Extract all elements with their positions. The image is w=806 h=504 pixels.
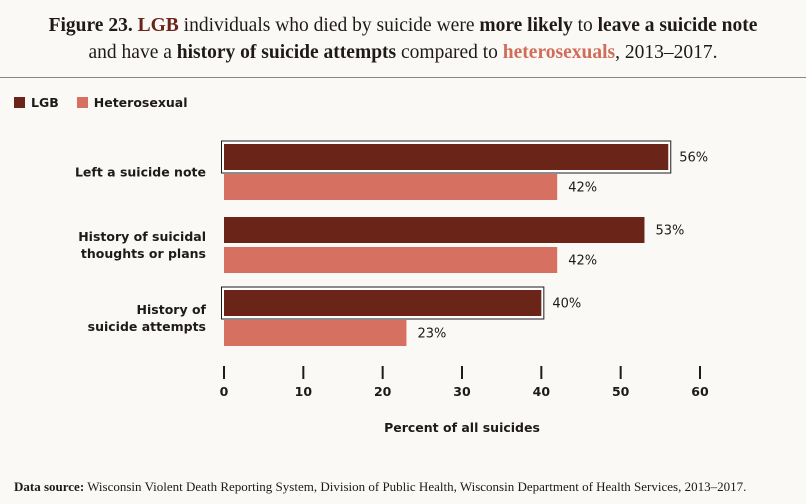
bar-lgb	[224, 144, 669, 170]
x-tick-label: 0	[220, 384, 229, 399]
title-text: to	[577, 15, 593, 36]
data-label-heterosexual: 23%	[417, 327, 446, 342]
x-tick-label: 30	[453, 384, 471, 399]
title-group-heterosexual: heterosexuals	[502, 42, 616, 63]
data-label-heterosexual: 42%	[568, 181, 597, 196]
title-divider	[0, 77, 806, 78]
legend-label-heterosexual: Heterosexual	[93, 95, 188, 110]
title-line-2: and have a history of suicide attempts c…	[0, 39, 806, 66]
bar-chart: Left a suicide note 56% 42% History of suic…	[75, 140, 709, 435]
data-source-text: Wisconsin Violent Death Reporting System…	[87, 479, 747, 494]
category-label: History of	[137, 302, 207, 317]
data-label-heterosexual: 42%	[568, 254, 597, 269]
figure-number: Figure 23.	[48, 15, 133, 36]
x-axis-label: Percent of all suicides	[384, 420, 540, 435]
data-source: Data source: Wisconsin Violent Death Rep…	[14, 479, 746, 495]
data-label-lgb: 40%	[552, 297, 581, 312]
category-label: Left a suicide note	[75, 165, 206, 180]
legend-label-lgb: LGB	[31, 95, 59, 110]
title-text: , 2013–2017.	[615, 42, 718, 63]
title-text: individuals who died by suicide were	[183, 15, 475, 36]
title-text: compared to	[401, 42, 498, 63]
legend-swatch-lgb	[14, 97, 25, 108]
title-emphasis-leave-note: leave a suicide note	[597, 15, 758, 36]
x-tick-label: 10	[295, 384, 313, 399]
category-label: suicide attempts	[88, 319, 206, 334]
title-emphasis-history: history of suicide attempts	[176, 42, 397, 63]
legend-item-heterosexual: Heterosexual	[76, 95, 188, 110]
title-emphasis-more-likely: more likely	[479, 15, 573, 36]
bar-heterosexual	[224, 174, 558, 200]
bar-heterosexual	[224, 247, 558, 273]
title-line-1: Figure 23. LGB individuals who died by s…	[0, 12, 806, 39]
chart-title: Figure 23. LGB individuals who died by s…	[0, 12, 806, 66]
data-label-lgb: 56%	[679, 151, 708, 166]
data-label-lgb: 53%	[655, 224, 684, 239]
title-text: and have a	[88, 42, 172, 63]
x-tick-label: 60	[691, 384, 709, 399]
category-label: thoughts or plans	[81, 246, 206, 261]
bar-lgb	[224, 217, 645, 243]
legend: LGB Heterosexual	[14, 95, 206, 110]
x-tick-label: 40	[533, 384, 551, 399]
x-tick-label: 50	[612, 384, 630, 399]
category-label: History of suicidal	[78, 229, 206, 244]
title-group-lgb: LGB	[137, 15, 179, 36]
legend-swatch-heterosexual	[76, 97, 88, 108]
bar-heterosexual	[224, 320, 407, 346]
bar-lgb	[224, 290, 542, 316]
data-source-label: Data source:	[14, 479, 85, 494]
legend-item-lgb: LGB	[14, 95, 59, 110]
x-tick-label: 20	[374, 384, 392, 399]
